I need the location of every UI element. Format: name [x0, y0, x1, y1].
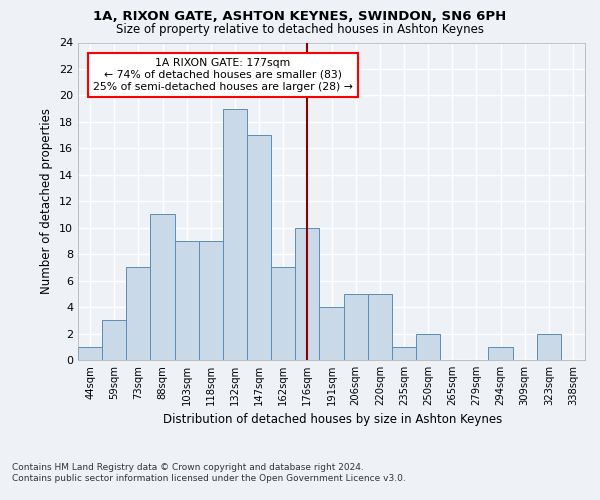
Bar: [416, 334, 440, 360]
Bar: [102, 320, 126, 360]
Bar: [537, 334, 561, 360]
Bar: [247, 135, 271, 360]
Bar: [271, 268, 295, 360]
Bar: [78, 347, 102, 360]
Bar: [344, 294, 368, 360]
Bar: [126, 268, 151, 360]
Text: 1A, RIXON GATE, ASHTON KEYNES, SWINDON, SN6 6PH: 1A, RIXON GATE, ASHTON KEYNES, SWINDON, …: [94, 10, 506, 23]
Text: Distribution of detached houses by size in Ashton Keynes: Distribution of detached houses by size …: [163, 412, 503, 426]
Bar: [488, 347, 512, 360]
Bar: [151, 214, 175, 360]
Bar: [392, 347, 416, 360]
Y-axis label: Number of detached properties: Number of detached properties: [40, 108, 53, 294]
Text: Contains HM Land Registry data © Crown copyright and database right 2024.: Contains HM Land Registry data © Crown c…: [12, 462, 364, 471]
Bar: [175, 241, 199, 360]
Bar: [368, 294, 392, 360]
Bar: [199, 241, 223, 360]
Text: 1A RIXON GATE: 177sqm
← 74% of detached houses are smaller (83)
25% of semi-deta: 1A RIXON GATE: 177sqm ← 74% of detached …: [93, 58, 353, 92]
Bar: [223, 108, 247, 360]
Text: Contains public sector information licensed under the Open Government Licence v3: Contains public sector information licen…: [12, 474, 406, 483]
Bar: [295, 228, 319, 360]
Bar: [319, 307, 344, 360]
Text: Size of property relative to detached houses in Ashton Keynes: Size of property relative to detached ho…: [116, 22, 484, 36]
